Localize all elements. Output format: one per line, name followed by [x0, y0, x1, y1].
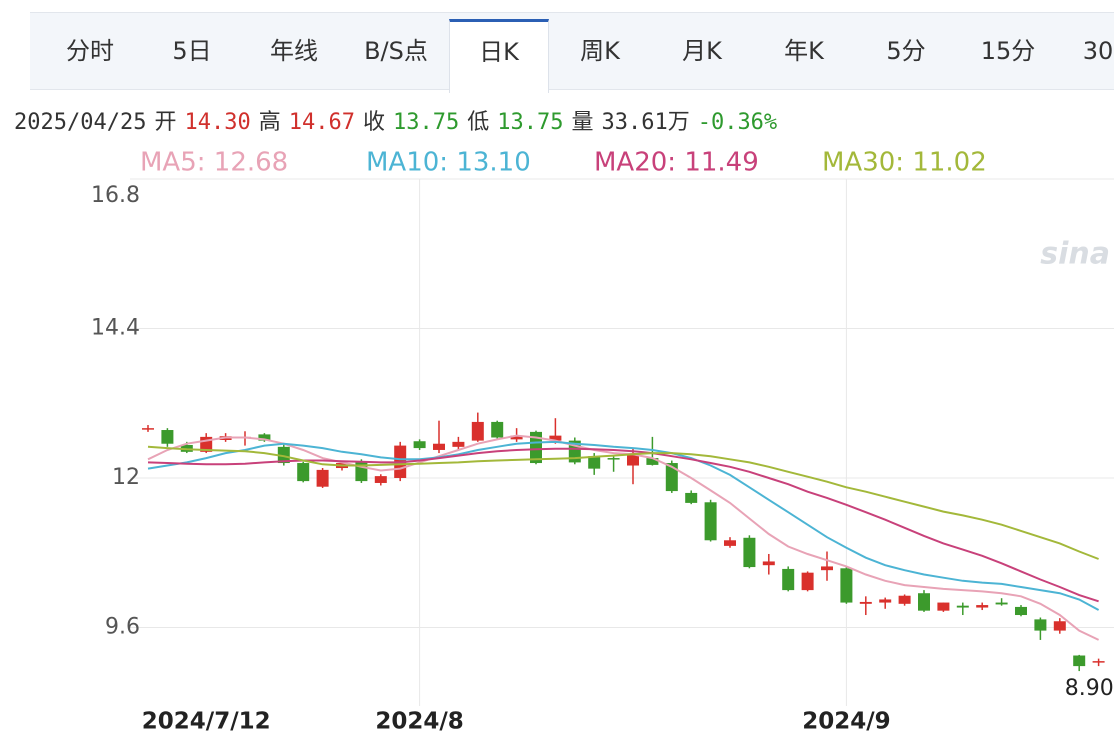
candle-body — [413, 441, 426, 449]
candle-body — [297, 463, 310, 482]
candle-body — [1073, 655, 1086, 667]
tab[interactable]: 5分 — [886, 37, 926, 65]
quote-item: 2025/04/25 — [14, 110, 147, 135]
min-label: 8.90 — [1065, 676, 1114, 701]
candle-body — [316, 469, 329, 487]
tab[interactable]: 30分 — [1082, 37, 1114, 65]
quote-item: 低 — [467, 110, 490, 135]
candle-body — [374, 476, 387, 483]
y-tick-label: 12 — [112, 465, 140, 490]
candle-body — [161, 430, 174, 444]
x-tick-label: 2024/8 — [375, 709, 463, 735]
quote-item: 开 — [154, 110, 177, 135]
candle-body — [1015, 606, 1027, 616]
candle-body — [530, 431, 542, 464]
quote-item: 14.30 — [184, 110, 251, 135]
candle-body — [452, 441, 465, 447]
quote-item: 13.75 — [497, 110, 564, 135]
y-tick-label: 14.4 — [91, 315, 140, 340]
y-tick-label: 16.8 — [91, 183, 140, 208]
candle-body — [859, 601, 872, 604]
candle-body — [491, 421, 504, 438]
quote-item: 33.61万 — [601, 110, 690, 135]
candle-body — [1092, 661, 1105, 663]
legend-entry: MA10: 13.10 — [366, 148, 531, 178]
tab[interactable]: B/S点 — [364, 37, 428, 65]
legend-entry: MA30: 11.02 — [822, 148, 987, 178]
tab[interactable]: 日K — [449, 19, 549, 93]
y-tick-label: 9.6 — [105, 614, 140, 639]
candle-body — [1034, 619, 1047, 631]
candle-body — [627, 453, 639, 466]
candle-body — [898, 595, 911, 604]
quote-line: 2025/04/25 开 14.30 高 14.67 收 13.75 低 13.75 量 33.61… — [14, 104, 785, 136]
tab[interactable]: 15分 — [980, 37, 1036, 65]
ma-line — [147, 434, 1100, 641]
quote-item: 量 — [571, 110, 594, 135]
candle-body — [685, 492, 698, 503]
tab[interactable]: 周K — [580, 37, 620, 65]
candle-body — [762, 561, 775, 566]
candle-body — [433, 443, 445, 450]
candle-body — [142, 428, 154, 430]
candle-body — [549, 435, 562, 441]
candle-body — [995, 602, 1008, 605]
quote-item: 13.75 — [392, 110, 460, 135]
watermark: sina — [1040, 237, 1110, 272]
candle-body — [937, 602, 950, 611]
candle-body — [956, 605, 969, 608]
tab[interactable]: 年K — [784, 37, 824, 65]
tab[interactable]: 月K — [682, 37, 722, 65]
candle-body — [743, 537, 756, 568]
ma-line — [147, 445, 1099, 560]
x-tick-label: 2024/7/12 — [142, 709, 271, 735]
candle-body — [665, 463, 678, 492]
candle-body — [918, 593, 930, 611]
candle-body — [976, 605, 989, 608]
tab[interactable]: 分时 — [66, 37, 114, 65]
candle-body — [840, 568, 853, 603]
quote-item: 收 — [362, 110, 385, 135]
quote-item: 14.67 — [288, 110, 355, 135]
candle-body — [258, 434, 271, 441]
tab[interactable]: 5日 — [172, 37, 212, 65]
candle-body — [607, 458, 620, 460]
candle-body — [879, 599, 892, 603]
quote-item: -0.36% — [697, 110, 778, 135]
legend-entry: MA5: 12.68 — [140, 148, 288, 178]
candle-body — [801, 572, 814, 591]
candle-body — [724, 540, 736, 546]
ma-line — [147, 447, 1099, 603]
candle-body — [704, 502, 717, 541]
tab[interactable]: 年线 — [270, 37, 318, 65]
candle-body — [588, 456, 601, 469]
candle-body — [471, 421, 484, 441]
candle-body — [277, 446, 290, 464]
ma-line — [147, 440, 1100, 611]
candle-body — [1053, 621, 1066, 631]
candle-body — [782, 568, 795, 591]
candle-body — [355, 461, 368, 482]
x-tick-label: 2024/9 — [802, 709, 890, 735]
quote-item: 高 — [258, 110, 281, 135]
candle-body — [821, 566, 833, 571]
candle-body — [646, 458, 659, 465]
legend-entry: MA20: 11.49 — [594, 148, 759, 178]
candle-body — [510, 435, 523, 440]
